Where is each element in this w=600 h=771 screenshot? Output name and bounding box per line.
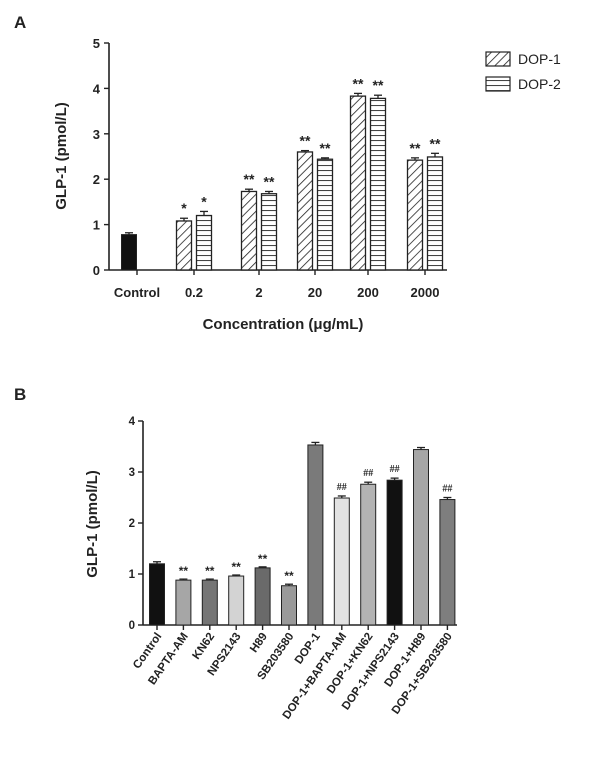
panel-a-x-tick-label: 200: [357, 285, 379, 300]
panel-b-y-tick-label: 2: [129, 518, 135, 530]
panel-a-y-tick-label: 1: [93, 218, 100, 233]
legend-label-dop-2: DOP-2: [518, 76, 561, 92]
panel-a-bar-dop-1: [349, 95, 367, 271]
panel-b-bar: [413, 449, 429, 626]
panel-b-y-tick-label: 1: [129, 569, 136, 581]
panel-a-x-tick-label: 2000: [411, 285, 440, 300]
panel-a-significance-label: **: [353, 75, 364, 91]
panel-b-significance-label: ##: [390, 464, 400, 475]
panel-a-x-tick-label: Control: [114, 285, 160, 300]
panel-a-y-tick-label: 3: [93, 127, 100, 142]
panel-a-significance-label: **: [430, 135, 441, 151]
panel-b-y-tick-label: 3: [129, 467, 135, 479]
legend-swatch-dop-1: [485, 51, 511, 67]
panel-b-bar: [281, 585, 297, 626]
panel-a-bar-control: [121, 234, 137, 271]
panel-b-bars: ** ** ** ** ** ## ## ## ##: [149, 441, 456, 626]
panel-b-letter: B: [14, 385, 26, 404]
panel-a-axes: 0 1 2 3 4 5 Control 0.2 2 20 200 2000: [93, 36, 447, 300]
legend-label-dop-1: DOP-1: [518, 51, 561, 67]
panel-a-significance-label: **: [410, 140, 421, 156]
panel-a-legend: DOP-1 DOP-2: [485, 51, 561, 92]
panel-a-bar-dop-1: [240, 190, 258, 271]
panel-a-significance-label: **: [373, 77, 384, 93]
panel-a-bar-dop-2: [260, 193, 278, 271]
panel-a-significance-label: **: [300, 133, 311, 149]
panel-b-significance-label: ##: [337, 482, 347, 493]
panel-a-y-tick-label: 2: [93, 172, 100, 187]
panel-b-bar: [201, 579, 218, 626]
panel-a-x-axis-title: Concentration (μg/mL): [203, 316, 364, 333]
panel-a-x-tick-label: 0.2: [185, 285, 203, 300]
panel-a-bar-dop-2: [426, 156, 444, 271]
panel-a-y-axis-title: GLP-1 (pmol/L): [53, 102, 70, 210]
panel-a-y-tick-label: 0: [93, 263, 100, 278]
panel-b-bar: [386, 479, 403, 626]
panel-a: A GLP-1 (pmol/L) Concentration (μg/mL) 0…: [14, 13, 561, 333]
panel-a-significance-label: *: [181, 200, 187, 216]
panel-a-x-tick-label: 20: [308, 285, 322, 300]
panel-b-x-tick-label: H89: [248, 631, 270, 655]
panel-b-bar: [175, 579, 192, 626]
panel-b-x-tick-label: KN62: [191, 631, 218, 662]
panel-b-bar: [228, 575, 245, 626]
panel-b-bar: [254, 567, 271, 626]
panel-b-bar: [333, 497, 350, 626]
panel-a-error-bar: [200, 210, 208, 216]
panel-a-significance-label: **: [264, 173, 275, 189]
panel-a-bar-dop-2: [195, 214, 213, 271]
panel-a-bar-dop-1: [406, 159, 424, 271]
panel-a-bar-dop-1: [296, 151, 314, 271]
panel-a-significance-label: **: [244, 171, 255, 187]
panel-b-significance-label: **: [232, 560, 242, 574]
panel-a-x-tick-label: 2: [255, 285, 262, 300]
panel-a-bars: ******************: [121, 75, 444, 271]
panel-a-bar-dop-1: [175, 220, 193, 271]
panel-a-bar-dop-2: [316, 158, 334, 271]
panel-b-bar: [439, 499, 456, 626]
panel-a-significance-label: **: [320, 140, 331, 156]
panel-b-y-axis-title: GLP-1 (pmol/L): [84, 470, 101, 578]
panel-a-bar-dop-2: [369, 97, 387, 271]
panel-b-bar: [307, 444, 324, 626]
panel-b-significance-label: **: [284, 569, 294, 583]
panel-b-significance-label: ##: [363, 468, 373, 479]
legend-swatch-dop-2: [485, 76, 511, 92]
panel-b-significance-label: **: [258, 552, 268, 566]
panel-b-bar: [149, 563, 165, 626]
panel-a-letter: A: [14, 13, 26, 32]
panel-b-y-tick-label: 0: [129, 620, 135, 632]
panel-b-significance-label: **: [205, 564, 215, 578]
panel-a-y-tick-label: 4: [93, 81, 101, 96]
panel-a-y-tick-label: 5: [93, 36, 100, 51]
panel-b-significance-label: **: [179, 564, 189, 578]
panel-a-significance-label: *: [201, 193, 207, 209]
panel-b-significance-label: ##: [442, 484, 452, 495]
panel-b-bar: [360, 483, 377, 626]
panel-b-y-tick-label: 4: [129, 416, 136, 428]
